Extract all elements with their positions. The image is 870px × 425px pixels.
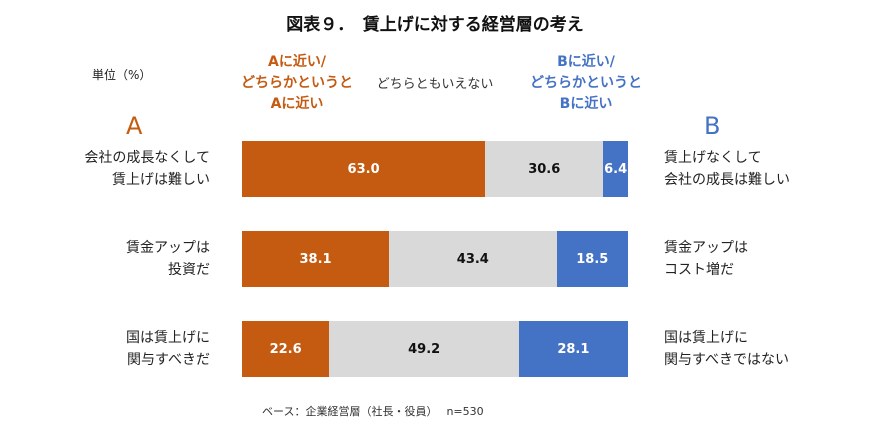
- base-note: ベース：企業経営層（社長・役員） n=530: [262, 405, 484, 418]
- category-label-a: 会社の成長なくして 賃上げは難しい: [84, 150, 210, 188]
- legend-b: Bに近い/ どちらかというと Bに近い: [530, 54, 642, 112]
- bar-segment: 43.4: [389, 231, 557, 287]
- legend-neutral: どちらともいえない: [376, 77, 494, 92]
- category-label-b: 賃金アップは コスト増だ: [664, 240, 748, 278]
- unit-label: 単位（%）: [92, 68, 152, 82]
- bar-segment: 30.6: [485, 141, 604, 197]
- chart-title: 図表９． 賃上げに対する経営層の考え: [286, 15, 584, 35]
- bar-segment: 6.4: [603, 141, 628, 197]
- side-label-a: A: [126, 112, 143, 140]
- bar-segment: 49.2: [329, 321, 520, 377]
- category-label-a: 賃金アップは 投資だ: [126, 240, 210, 278]
- bar-segment: 38.1: [242, 231, 390, 287]
- category-label-b: 国は賃上げに 関与すべきではない: [664, 330, 790, 368]
- bar-segment: 28.1: [519, 321, 628, 377]
- side-label-b: B: [704, 112, 721, 140]
- bar-segment: 18.5: [556, 231, 628, 287]
- category-label-b: 賃上げなくして 会社の成長は難しい: [664, 150, 790, 188]
- category-label-a: 国は賃上げに 関与すべきだ: [126, 330, 210, 368]
- legend-a: Aに近い/ どちらかというと Aに近い: [241, 54, 353, 112]
- bar-segment: 63.0: [242, 141, 486, 197]
- bar-segment: 22.6: [242, 321, 330, 377]
